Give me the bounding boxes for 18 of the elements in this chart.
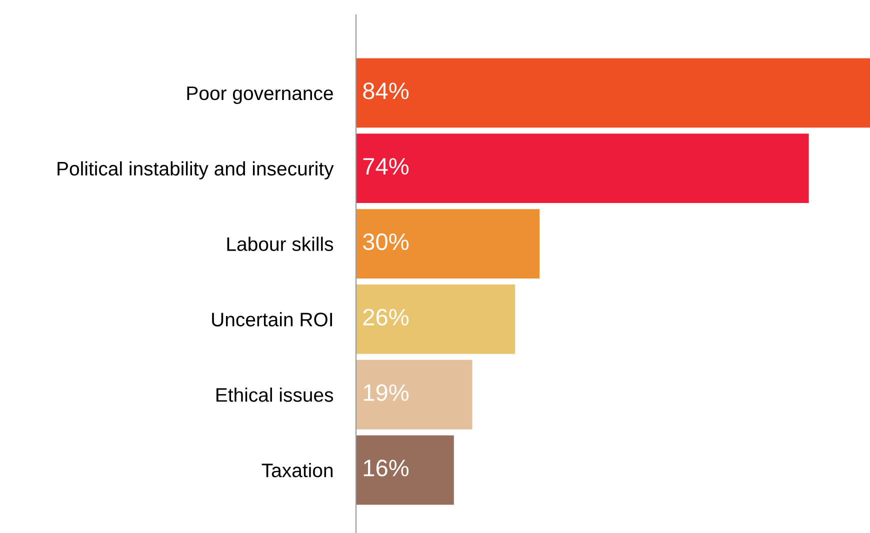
y-tick-label: Political instability and insecurity bbox=[58, 161, 334, 180]
bar bbox=[356, 360, 472, 430]
y-tick-label: Taxation bbox=[262, 463, 333, 478]
bar bbox=[356, 58, 870, 128]
data-label: 26% bbox=[363, 308, 409, 326]
data-label: 30% bbox=[363, 233, 409, 250]
data-label: 74% bbox=[363, 158, 409, 175]
bar bbox=[356, 134, 809, 204]
bar bbox=[356, 435, 454, 505]
y-tick-label: Poor governance bbox=[187, 86, 333, 104]
data-label: 16% bbox=[364, 460, 409, 476]
y-tick-label: Ethical issues bbox=[216, 388, 334, 402]
data-label: 19% bbox=[364, 384, 409, 401]
bar bbox=[356, 284, 516, 354]
y-tick-label: Labour skills bbox=[227, 236, 334, 252]
data-label: 84% bbox=[363, 82, 409, 100]
bar bbox=[356, 209, 540, 278]
y-tick-label: Uncertain ROI bbox=[212, 312, 332, 326]
